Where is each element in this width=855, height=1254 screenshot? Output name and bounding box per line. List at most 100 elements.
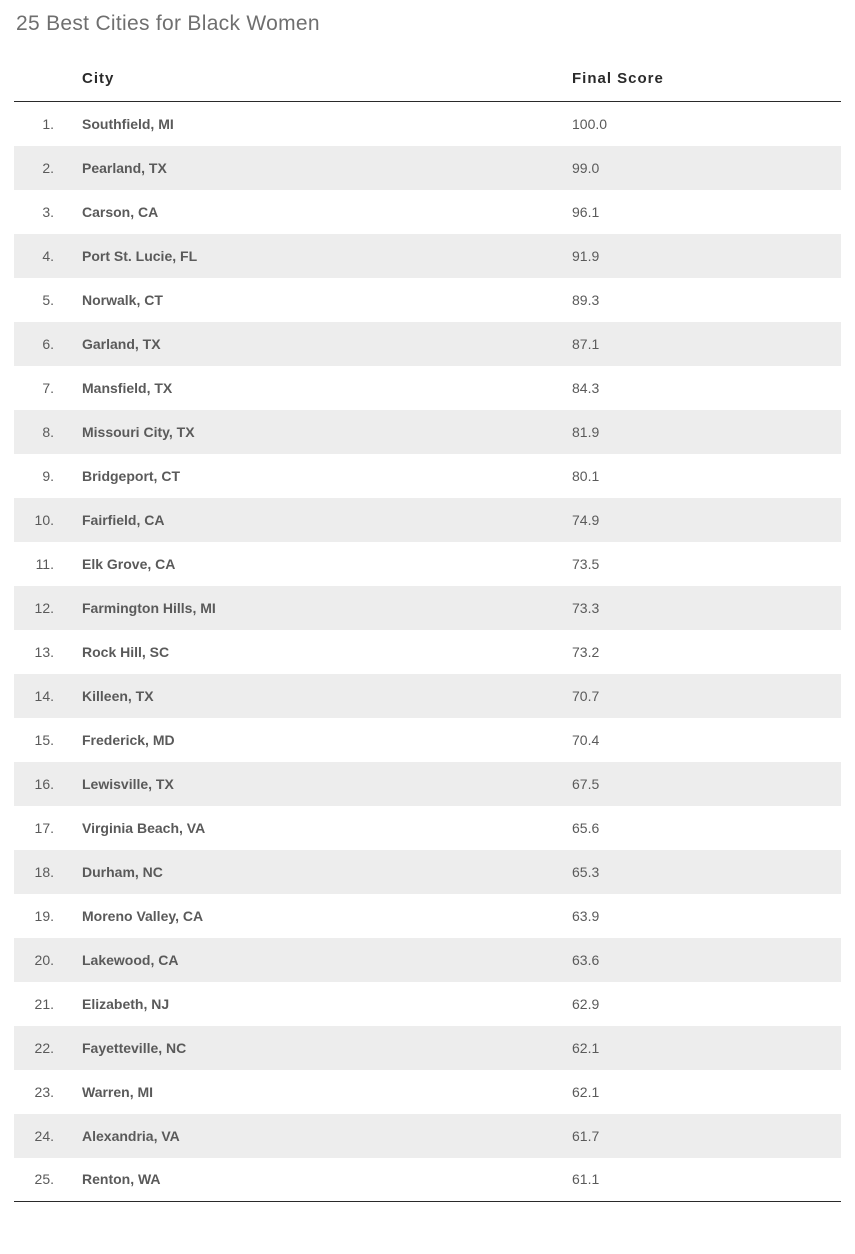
rank-cell: 8. — [14, 410, 72, 454]
score-cell: 73.3 — [562, 586, 841, 630]
score-cell: 89.3 — [562, 278, 841, 322]
score-cell: 62.1 — [562, 1070, 841, 1114]
city-cell: Killeen, TX — [72, 674, 562, 718]
score-cell: 74.9 — [562, 498, 841, 542]
score-cell: 63.9 — [562, 894, 841, 938]
rank-cell: 22. — [14, 1026, 72, 1070]
city-cell: Durham, NC — [72, 850, 562, 894]
rank-cell: 16. — [14, 762, 72, 806]
score-cell: 62.9 — [562, 982, 841, 1026]
table-row: 3.Carson, CA96.1 — [14, 190, 841, 234]
score-cell: 99.0 — [562, 146, 841, 190]
city-cell: Pearland, TX — [72, 146, 562, 190]
table-row: 9.Bridgeport, CT80.1 — [14, 454, 841, 498]
rank-cell: 21. — [14, 982, 72, 1026]
page-title: 25 Best Cities for Black Women — [16, 12, 841, 36]
table-row: 6.Garland, TX87.1 — [14, 322, 841, 366]
table-row: 7.Mansfield, TX84.3 — [14, 366, 841, 410]
table-row: 12.Farmington Hills, MI73.3 — [14, 586, 841, 630]
score-cell: 63.6 — [562, 938, 841, 982]
rank-cell: 2. — [14, 146, 72, 190]
rank-cell: 25. — [14, 1158, 72, 1202]
city-cell: Renton, WA — [72, 1158, 562, 1202]
table-row: 1.Southfield, MI100.0 — [14, 102, 841, 146]
score-cell: 61.7 — [562, 1114, 841, 1158]
column-header-city: City — [72, 58, 562, 102]
rank-cell: 24. — [14, 1114, 72, 1158]
column-header-rank — [14, 58, 72, 102]
score-cell: 73.2 — [562, 630, 841, 674]
city-cell: Bridgeport, CT — [72, 454, 562, 498]
table-row: 20.Lakewood, CA63.6 — [14, 938, 841, 982]
rank-cell: 13. — [14, 630, 72, 674]
score-cell: 70.4 — [562, 718, 841, 762]
city-cell: Lewisville, TX — [72, 762, 562, 806]
rank-cell: 1. — [14, 102, 72, 146]
city-cell: Fairfield, CA — [72, 498, 562, 542]
score-cell: 62.1 — [562, 1026, 841, 1070]
city-cell: Moreno Valley, CA — [72, 894, 562, 938]
score-cell: 80.1 — [562, 454, 841, 498]
cities-table: City Final Score 1.Southfield, MI100.02.… — [14, 58, 841, 1202]
score-cell: 91.9 — [562, 234, 841, 278]
table-row: 23.Warren, MI62.1 — [14, 1070, 841, 1114]
score-cell: 70.7 — [562, 674, 841, 718]
column-header-score: Final Score — [562, 58, 841, 102]
table-row: 2.Pearland, TX99.0 — [14, 146, 841, 190]
city-cell: Rock Hill, SC — [72, 630, 562, 674]
table-row: 25.Renton, WA61.1 — [14, 1158, 841, 1202]
city-cell: Lakewood, CA — [72, 938, 562, 982]
score-cell: 67.5 — [562, 762, 841, 806]
rank-cell: 10. — [14, 498, 72, 542]
table-row: 18.Durham, NC65.3 — [14, 850, 841, 894]
rank-cell: 20. — [14, 938, 72, 982]
rank-cell: 7. — [14, 366, 72, 410]
rank-cell: 23. — [14, 1070, 72, 1114]
city-cell: Alexandria, VA — [72, 1114, 562, 1158]
city-cell: Carson, CA — [72, 190, 562, 234]
table-header-row: City Final Score — [14, 58, 841, 102]
city-cell: Elizabeth, NJ — [72, 982, 562, 1026]
rank-cell: 11. — [14, 542, 72, 586]
score-cell: 87.1 — [562, 322, 841, 366]
rank-cell: 4. — [14, 234, 72, 278]
rank-cell: 12. — [14, 586, 72, 630]
table-row: 22.Fayetteville, NC62.1 — [14, 1026, 841, 1070]
rank-cell: 6. — [14, 322, 72, 366]
rank-cell: 9. — [14, 454, 72, 498]
table-row: 11.Elk Grove, CA73.5 — [14, 542, 841, 586]
table-row: 24.Alexandria, VA61.7 — [14, 1114, 841, 1158]
score-cell: 61.1 — [562, 1158, 841, 1202]
city-cell: Mansfield, TX — [72, 366, 562, 410]
table-row: 14.Killeen, TX70.7 — [14, 674, 841, 718]
table-row: 10.Fairfield, CA74.9 — [14, 498, 841, 542]
table-row: 21.Elizabeth, NJ62.9 — [14, 982, 841, 1026]
score-cell: 65.3 — [562, 850, 841, 894]
city-cell: Garland, TX — [72, 322, 562, 366]
table-row: 15.Frederick, MD70.4 — [14, 718, 841, 762]
score-cell: 96.1 — [562, 190, 841, 234]
table-row: 13.Rock Hill, SC73.2 — [14, 630, 841, 674]
rank-cell: 18. — [14, 850, 72, 894]
rank-cell: 15. — [14, 718, 72, 762]
table-row: 4.Port St. Lucie, FL91.9 — [14, 234, 841, 278]
score-cell: 81.9 — [562, 410, 841, 454]
table-row: 16.Lewisville, TX67.5 — [14, 762, 841, 806]
score-cell: 100.0 — [562, 102, 841, 146]
rank-cell: 14. — [14, 674, 72, 718]
score-cell: 65.6 — [562, 806, 841, 850]
rank-cell: 19. — [14, 894, 72, 938]
rank-cell: 17. — [14, 806, 72, 850]
city-cell: Warren, MI — [72, 1070, 562, 1114]
table-row: 17.Virginia Beach, VA65.6 — [14, 806, 841, 850]
rank-cell: 3. — [14, 190, 72, 234]
table-row: 19.Moreno Valley, CA63.9 — [14, 894, 841, 938]
score-cell: 73.5 — [562, 542, 841, 586]
city-cell: Southfield, MI — [72, 102, 562, 146]
city-cell: Virginia Beach, VA — [72, 806, 562, 850]
city-cell: Port St. Lucie, FL — [72, 234, 562, 278]
city-cell: Farmington Hills, MI — [72, 586, 562, 630]
city-cell: Fayetteville, NC — [72, 1026, 562, 1070]
table-row: 5.Norwalk, CT89.3 — [14, 278, 841, 322]
city-cell: Norwalk, CT — [72, 278, 562, 322]
